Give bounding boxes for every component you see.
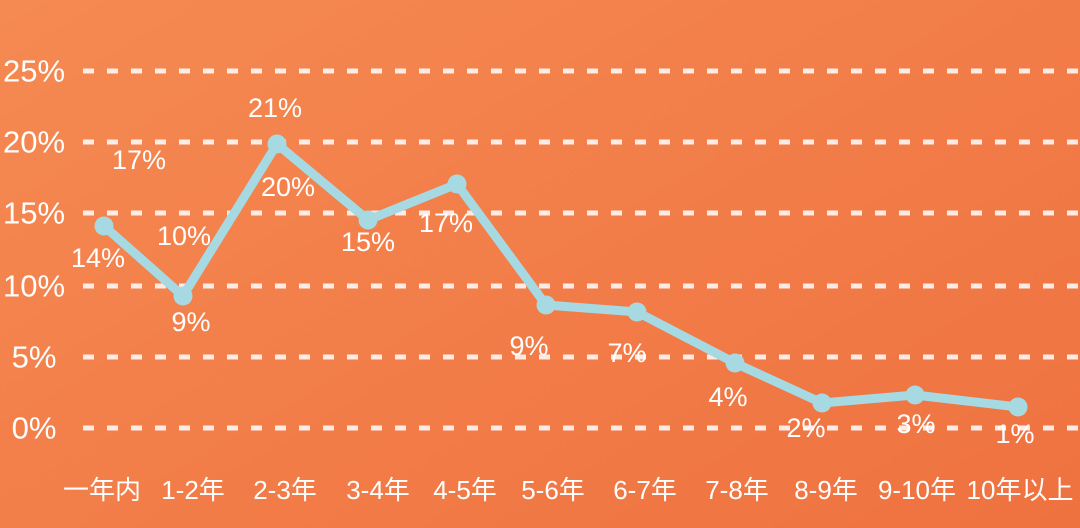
data-point — [1008, 397, 1028, 417]
y-axis-tick-label: 10% — [3, 269, 65, 304]
x-axis-label: 5-6年 — [521, 475, 585, 505]
data-label: 15% — [341, 227, 395, 257]
data-label: 9% — [171, 307, 210, 337]
y-axis-tick-label: 5% — [12, 340, 57, 375]
x-axis-label: 10年以上 — [967, 475, 1074, 505]
data-point — [358, 210, 378, 230]
data-point — [536, 295, 556, 315]
data-label: 2% — [786, 413, 825, 443]
data-label: 10% — [157, 221, 211, 251]
data-label: 4% — [708, 382, 747, 412]
y-axis-tick-label: 0% — [12, 411, 57, 446]
data-point — [173, 286, 193, 306]
x-axis-label: 3-4年 — [346, 475, 410, 505]
x-axis-label: 7-8年 — [705, 475, 769, 505]
data-label: 1% — [995, 419, 1034, 449]
x-axis-label: 1-2年 — [161, 475, 225, 505]
data-point — [725, 353, 745, 373]
data-label: 3% — [896, 409, 935, 439]
x-axis-label: 一年内 — [63, 475, 141, 505]
y-axis-tick-label: 20% — [3, 125, 65, 160]
series-line — [99, 139, 1023, 412]
data-label: 7% — [607, 338, 646, 368]
data-label: 17% — [419, 208, 473, 238]
x-axis-label: 9-10年 — [878, 475, 956, 505]
data-label: 21% — [248, 93, 302, 123]
x-axis-label: 8-9年 — [794, 475, 858, 505]
data-point — [812, 393, 832, 413]
data-label: 17% — [112, 145, 166, 175]
x-axis-label: 4-5年 — [433, 475, 497, 505]
data-point — [447, 174, 467, 194]
y-axis-tick-label: 15% — [3, 196, 65, 231]
data-label: 9% — [509, 331, 548, 361]
x-axis-label: 2-3年 — [253, 475, 317, 505]
data-point — [94, 216, 114, 236]
data-label: 20% — [261, 172, 315, 202]
data-label: 14% — [71, 243, 125, 273]
x-axis-label: 6-7年 — [613, 475, 677, 505]
data-point — [267, 134, 287, 154]
data-point — [627, 302, 647, 322]
y-axis-tick-label: 25% — [3, 54, 65, 89]
data-point — [905, 385, 925, 405]
